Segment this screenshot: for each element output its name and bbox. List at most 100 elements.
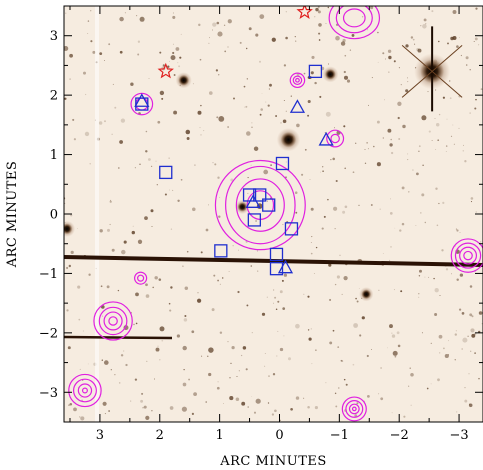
faint-source: [64, 97, 67, 100]
faint-source: [253, 146, 259, 151]
faint-source: [310, 328, 312, 330]
faint-source: [340, 359, 343, 362]
faint-source: [238, 249, 239, 251]
faint-source: [172, 43, 174, 45]
faint-source: [340, 41, 346, 46]
faint-source: [218, 115, 225, 122]
faint-source: [343, 275, 348, 281]
faint-source: [478, 377, 480, 380]
faint-source: [311, 363, 313, 365]
faint-source: [99, 229, 103, 233]
faint-source: [310, 252, 313, 255]
bright-star: [324, 68, 336, 80]
contour-level: [330, 133, 340, 144]
faint-source: [387, 128, 392, 133]
faint-source: [230, 362, 232, 365]
contour-level: [289, 72, 306, 89]
faint-source: [255, 220, 258, 222]
faint-source: [421, 115, 427, 121]
faint-source: [279, 290, 283, 294]
faint-source: [134, 167, 136, 169]
faint-source: [279, 347, 284, 352]
faint-source: [272, 289, 275, 291]
faint-source: [389, 212, 393, 215]
faint-source: [250, 265, 253, 267]
faint-source: [463, 144, 464, 146]
faint-source: [427, 91, 429, 93]
faint-source: [478, 44, 480, 46]
faint-source: [208, 204, 209, 206]
faint-source: [307, 99, 311, 104]
faint-source: [87, 20, 90, 22]
faint-source: [317, 10, 321, 14]
faint-source: [295, 396, 300, 400]
faint-source: [343, 378, 346, 381]
faint-source: [256, 250, 258, 252]
faint-source: [237, 290, 240, 294]
faint-source: [255, 398, 261, 404]
faint-source: [377, 31, 379, 34]
faint-source: [335, 35, 340, 41]
faint-source: [243, 85, 246, 88]
contour-group: [68, 373, 102, 408]
faint-source: [325, 111, 331, 117]
faint-source: [285, 36, 288, 40]
faint-source: [422, 164, 424, 166]
faint-source: [209, 91, 213, 95]
triangle-marker: [289, 99, 306, 113]
contour-level: [345, 400, 364, 418]
faint-source: [137, 239, 143, 244]
faint-source: [192, 207, 196, 212]
faint-source: [240, 354, 243, 357]
faint-source: [208, 42, 210, 44]
faint-source: [90, 40, 93, 43]
faint-source: [458, 127, 460, 129]
faint-source: [216, 21, 220, 25]
faint-source: [328, 63, 329, 65]
faint-source: [471, 315, 474, 318]
faint-source: [114, 106, 117, 109]
faint-source: [152, 286, 154, 289]
faint-source: [73, 407, 77, 412]
faint-source: [65, 12, 67, 14]
square-marker: [253, 188, 267, 202]
axis-ticks: [64, 5, 483, 423]
faint-source: [361, 316, 365, 320]
bright-star: [361, 289, 372, 300]
faint-source: [464, 160, 467, 163]
faint-source: [287, 357, 292, 361]
faint-source: [186, 250, 189, 253]
faint-source: [80, 397, 82, 398]
square-marker: [275, 156, 290, 171]
faint-source: [426, 387, 429, 390]
faint-source: [454, 359, 456, 361]
faint-source: [310, 207, 314, 211]
faint-source: [475, 98, 477, 101]
faint-source: [438, 40, 440, 43]
faint-source: [407, 153, 409, 155]
faint-source: [164, 193, 167, 196]
faint-source: [169, 309, 172, 312]
faint-source: [435, 89, 437, 91]
contour-level: [108, 316, 118, 326]
faint-source: [154, 276, 158, 280]
faint-source: [181, 406, 187, 412]
faint-source: [336, 275, 340, 279]
faint-source: [161, 97, 164, 100]
faint-source: [251, 122, 253, 124]
faint-source: [146, 360, 148, 363]
faint-source: [339, 254, 341, 256]
faint-source: [420, 25, 422, 27]
faint-source: [418, 150, 420, 153]
faint-source: [157, 120, 161, 124]
faint-source: [223, 24, 226, 26]
faint-source: [144, 216, 148, 220]
faint-source: [435, 123, 440, 127]
faint-source: [137, 53, 140, 56]
faint-source: [470, 328, 475, 333]
faint-source: [461, 312, 465, 315]
faint-source: [185, 129, 191, 135]
faint-source: [80, 416, 85, 421]
faint-source: [430, 383, 432, 385]
bright-star: [178, 74, 190, 86]
